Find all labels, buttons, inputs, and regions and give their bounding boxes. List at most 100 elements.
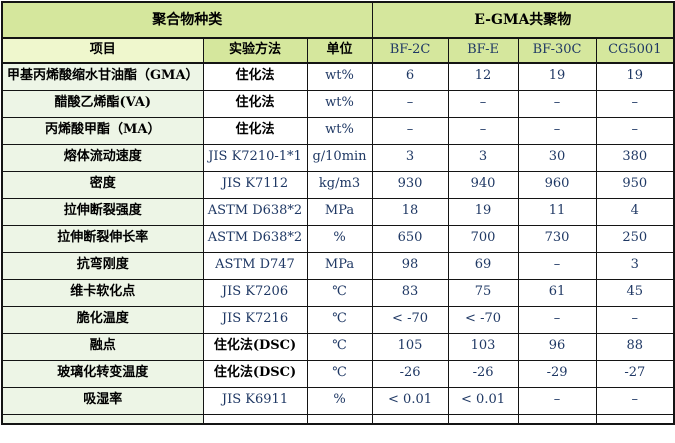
- value-cell: g/10min: [306, 143, 373, 172]
- value-cell: JIS K7112: [202, 170, 308, 199]
- table-row: 融点 住化法(DSC) ℃ 105 103 96 88: [1, 332, 675, 361]
- table-body: 甲基丙烯酸缩水甘油酯（GMA） 住化法 wt% 6 12 19 19 醋酸乙烯酯(VA) 住化法…: [1, 62, 675, 415]
- value-cell: –: [595, 116, 675, 145]
- value-cell: 30: [517, 143, 597, 172]
- polymer-properties-table: 聚合物种类 E-GMA共聚物 项目 实验方法 单位 BF-2C BF-E BF-30C CG…: [1, 1, 675, 425]
- value-cell: wt%: [306, 62, 373, 91]
- value-cell: < 0.01: [371, 386, 449, 415]
- value-cell: 11: [517, 197, 597, 226]
- table-row: 吸湿率 JIS K6911% < 0.01 < 0.01– –: [1, 386, 675, 415]
- value-cell: -29: [517, 359, 597, 388]
- value-cell: JIS K7216: [202, 305, 308, 334]
- value-cell: -26: [371, 359, 449, 388]
- value-cell: –: [517, 89, 597, 118]
- value-cell: 380: [595, 143, 675, 172]
- value-cell: –: [595, 89, 675, 118]
- table-row: 熔体流动速度 JIS K7210-1*1 g/10min 3 3 30 380: [1, 143, 675, 172]
- row-label-cell: 融点: [1, 332, 204, 361]
- row-label-cell: 拉伸断裂强度: [1, 197, 204, 226]
- value-cell: 6: [371, 62, 449, 91]
- value-cell: 69: [447, 251, 519, 280]
- row-label-cell: 丙烯酸甲酯（MA）: [1, 116, 204, 145]
- value-cell: 4: [595, 197, 675, 226]
- value-cell: < -70: [447, 305, 519, 334]
- value-cell: wt%: [306, 116, 373, 145]
- value-cell: –: [517, 305, 597, 334]
- row-label-cell: 玻璃化转变温度: [1, 359, 204, 388]
- value-cell: 19: [595, 62, 675, 91]
- value-cell: 960: [517, 170, 597, 199]
- value-cell: 730: [517, 224, 597, 253]
- value-cell: –: [517, 116, 597, 145]
- table-row: 拉伸断裂伸长率 ASTM D638*2% 650 700 730 250: [1, 224, 675, 253]
- column-header-5: BF-E: [447, 37, 519, 64]
- value-cell: –: [595, 386, 675, 415]
- column-header-6: BF-30C: [517, 37, 597, 64]
- column-header-1: 项目: [1, 37, 204, 64]
- value-cell: 18: [371, 197, 449, 226]
- cropped-bottom-row: [1, 413, 675, 424]
- group-header-egma-copolymer: E-GMA共聚物: [371, 1, 675, 39]
- value-cell: ASTM D638*2: [202, 224, 308, 253]
- value-cell: ASTM D747: [202, 251, 308, 280]
- value-cell: < 0.01: [447, 386, 519, 415]
- value-cell: 45: [595, 278, 675, 307]
- table-row: 丙烯酸甲酯（MA） 住化法 wt% – – – –: [1, 116, 675, 145]
- table-row: 玻璃化转变温度 住化法(DSC) ℃ -26 -26 -29 -27: [1, 359, 675, 388]
- value-cell: -27: [595, 359, 675, 388]
- value-cell: –: [517, 386, 597, 415]
- cropped-cell: [202, 413, 308, 424]
- table-row: 抗弯刚度 ASTM D747 MPa 98 69–3: [1, 251, 675, 280]
- value-cell: ℃: [306, 359, 373, 388]
- row-label-cell: 醋酸乙烯酯(VA): [1, 89, 204, 118]
- column-header-7: CG5001: [595, 37, 675, 64]
- value-cell: 96: [517, 332, 597, 361]
- value-cell: 19: [447, 197, 519, 226]
- value-cell: 950: [595, 170, 675, 199]
- row-label-cell: 抗弯刚度: [1, 251, 204, 280]
- value-cell: JIS K6911: [202, 386, 308, 415]
- value-cell: ASTM D638*2: [202, 197, 308, 226]
- table-row: 维卡软化点 JIS K7206 ℃ 83 75 61 45: [1, 278, 675, 307]
- value-cell: 75: [447, 278, 519, 307]
- column-header-2: 实验方法: [202, 37, 308, 64]
- row-label-cell: 密度: [1, 170, 204, 199]
- column-header-row: 项目 实验方法 单位 BF-2C BF-E BF-30C CG5001: [1, 37, 675, 64]
- value-cell: kg/m3: [306, 170, 373, 199]
- value-cell: %: [306, 386, 373, 415]
- value-cell: 住化法: [202, 62, 308, 91]
- value-cell: JIS K7206: [202, 278, 308, 307]
- value-cell: %: [306, 224, 373, 253]
- table-row: 甲基丙烯酸缩水甘油酯（GMA） 住化法 wt% 6 12 19 19: [1, 62, 675, 91]
- value-cell: 住化法: [202, 89, 308, 118]
- row-label-cell: 维卡软化点: [1, 278, 204, 307]
- row-label-cell: 吸湿率: [1, 386, 204, 415]
- value-cell: wt%: [306, 89, 373, 118]
- value-cell: JIS K7210-1*1: [202, 143, 308, 172]
- row-label-cell: 甲基丙烯酸缩水甘油酯（GMA）: [1, 62, 204, 91]
- value-cell: MPa: [306, 251, 373, 280]
- value-cell: 3: [371, 143, 449, 172]
- cropped-cell: [517, 413, 597, 424]
- value-cell: 61: [517, 278, 597, 307]
- column-header-4: BF-2C: [371, 37, 449, 64]
- value-cell: 住化法: [202, 116, 308, 145]
- value-cell: 98: [371, 251, 449, 280]
- value-cell: –: [595, 305, 675, 334]
- value-cell: 3: [447, 143, 519, 172]
- value-cell: 88: [595, 332, 675, 361]
- value-cell: 105: [371, 332, 449, 361]
- row-label-cell: 熔体流动速度: [1, 143, 204, 172]
- group-header-polymer-type: 聚合物种类: [1, 1, 373, 39]
- value-cell: ℃: [306, 332, 373, 361]
- value-cell: –: [371, 116, 449, 145]
- value-cell: –: [447, 116, 519, 145]
- value-cell: < -70: [371, 305, 449, 334]
- value-cell: 250: [595, 224, 675, 253]
- value-cell: ℃: [306, 305, 373, 334]
- table-row: 醋酸乙烯酯(VA) 住化法 wt% – – – –: [1, 89, 675, 118]
- value-cell: 住化法(DSC): [202, 359, 308, 388]
- value-cell: 住化法(DSC): [202, 332, 308, 361]
- value-cell: -26: [447, 359, 519, 388]
- table-row: 脆化温度 JIS K7216 ℃ < -70 < -70– –: [1, 305, 675, 334]
